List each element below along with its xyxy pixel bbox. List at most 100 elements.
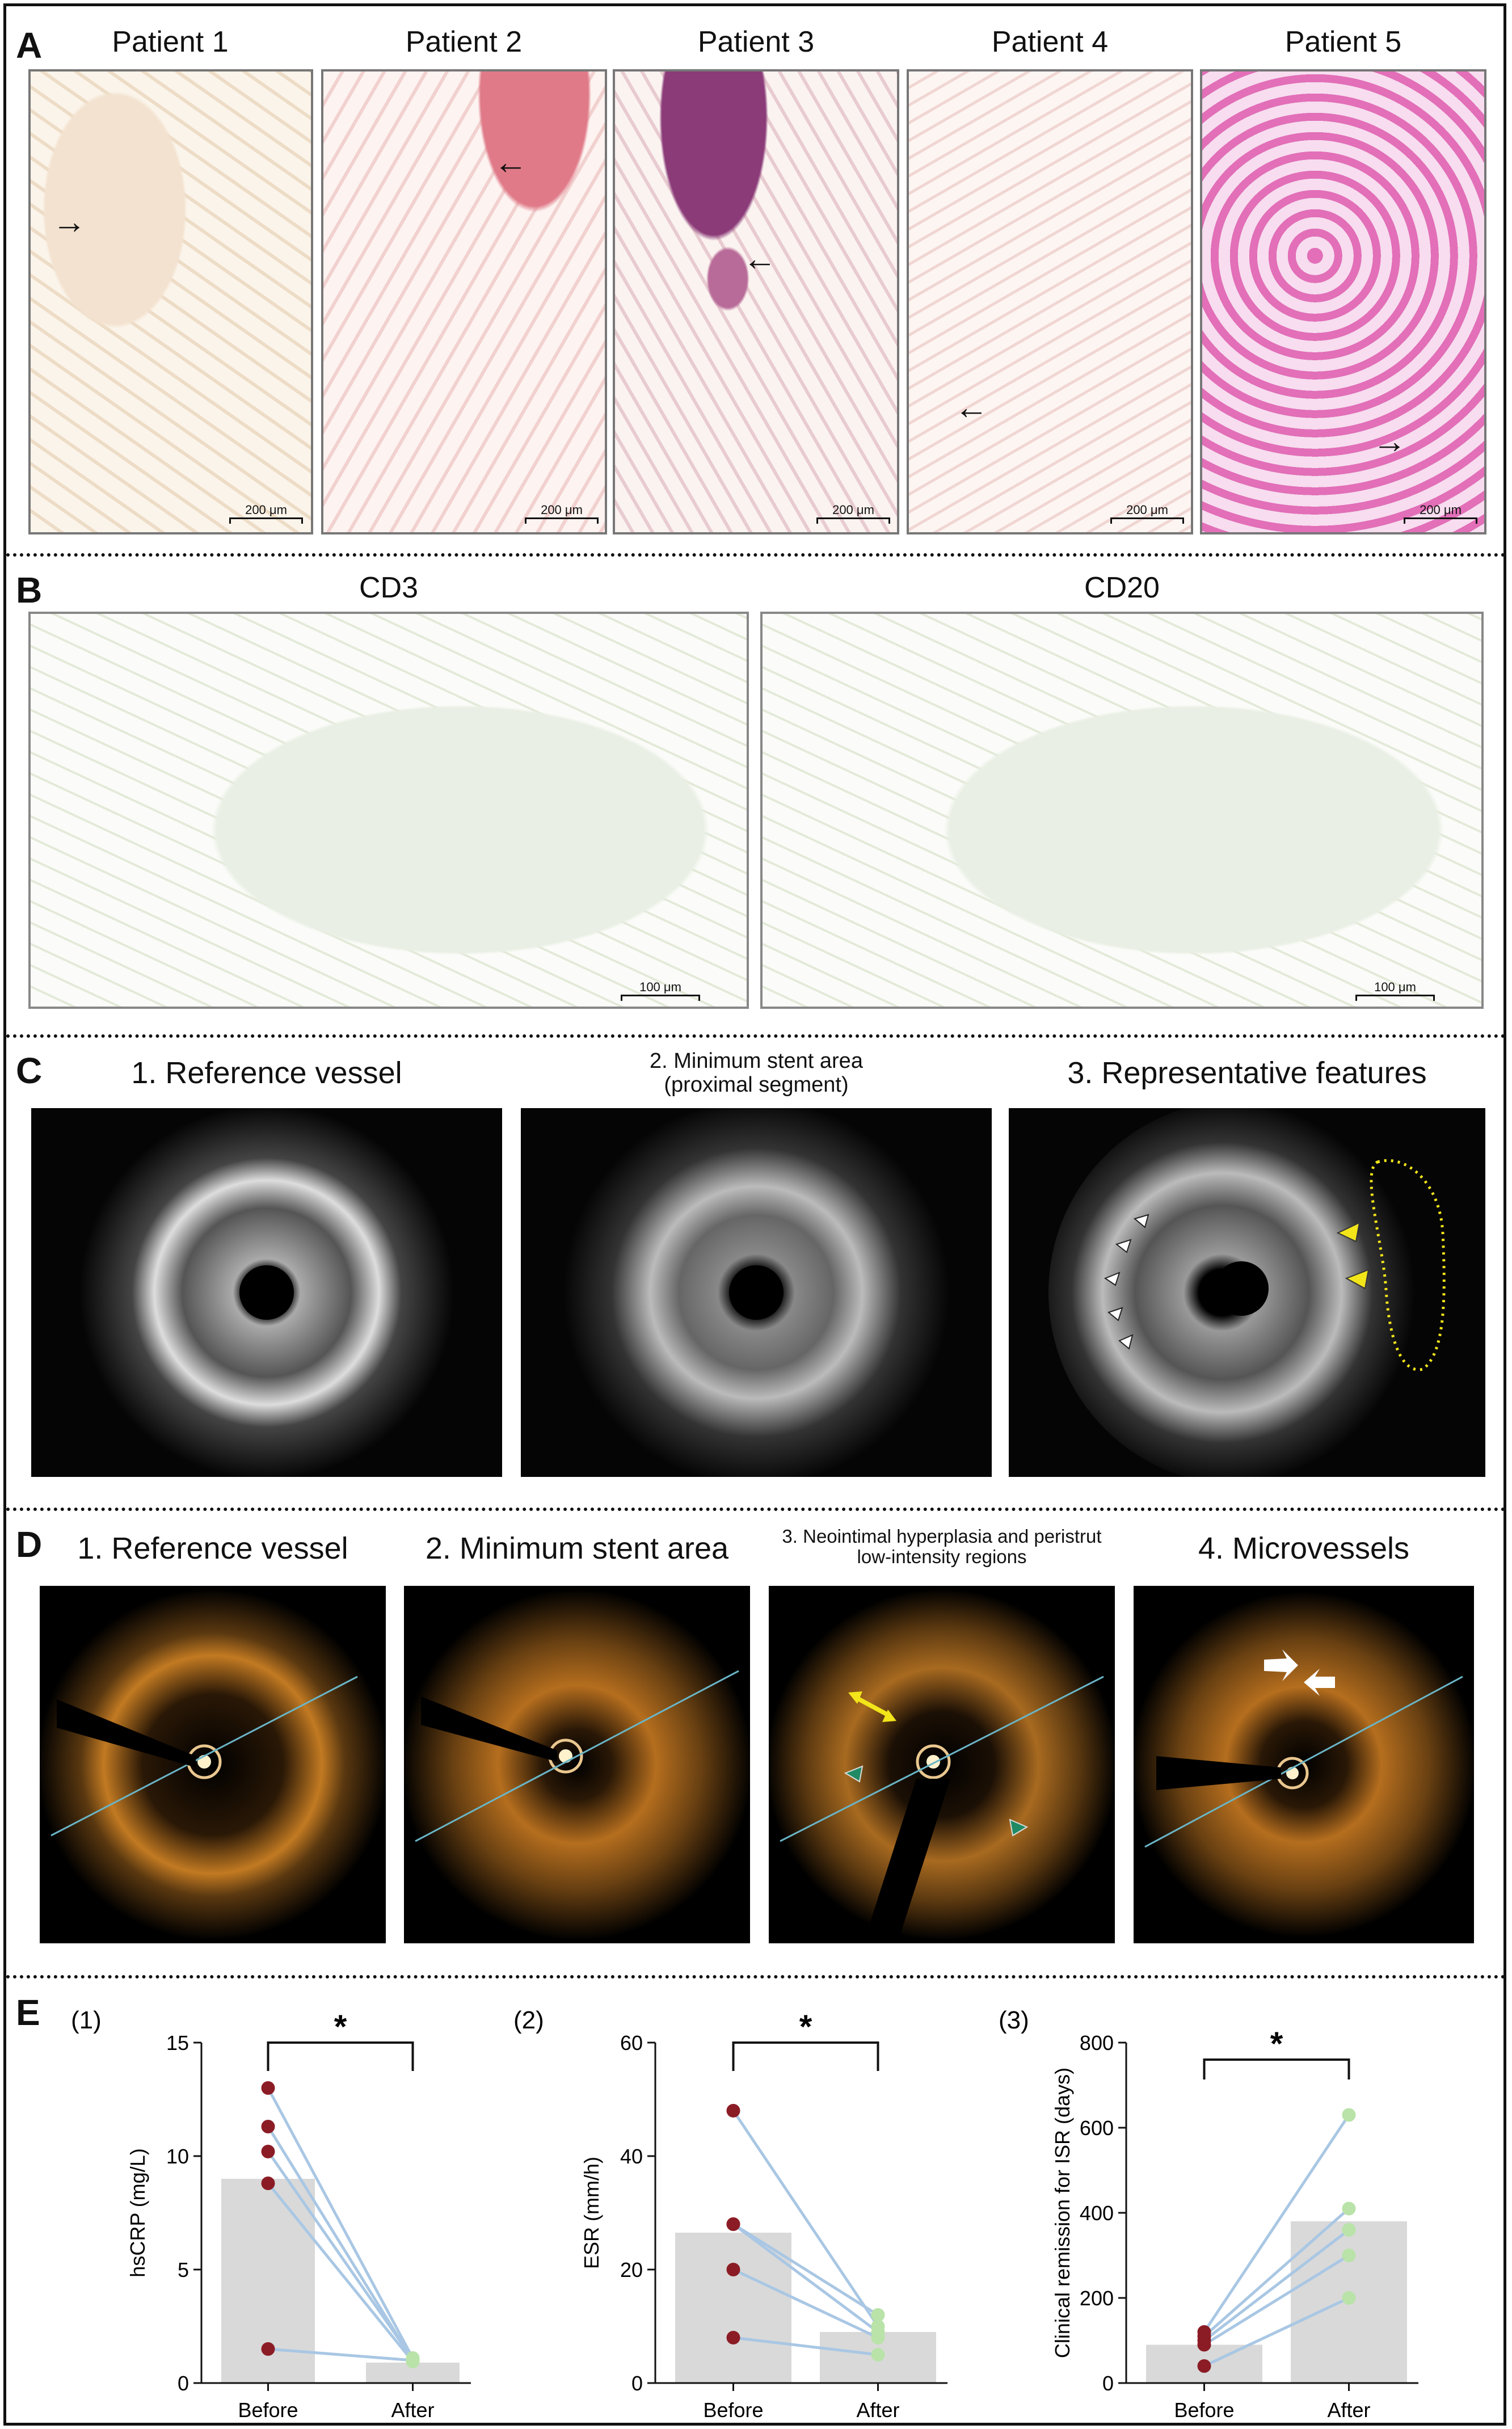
white-arrow	[1304, 1669, 1335, 1696]
panel-a-title-4: Patient 4	[991, 26, 1109, 58]
scale-bar: 200 μm	[816, 503, 890, 524]
scale-bar: 200 μm	[229, 503, 303, 524]
panel-b-letter: B	[16, 570, 43, 611]
y-tick-label: 15	[166, 2031, 189, 2055]
histology-image-patient-2: ← 200 μm	[321, 69, 607, 534]
y-tick-label: 800	[1080, 2031, 1114, 2055]
paired-line	[1203, 2114, 1350, 2333]
significance-bracket	[267, 2041, 414, 2071]
before-point	[261, 2081, 275, 2095]
x-tick-label: After	[1327, 2398, 1370, 2422]
y-tick-label: 40	[620, 2145, 643, 2168]
histology-image-patient-4: ← 200 μm	[907, 69, 1193, 534]
section-divider	[6, 1975, 1506, 1978]
significance-star: *	[799, 2009, 812, 2045]
after-point	[1342, 2201, 1356, 2216]
x-tick-label: Before	[1174, 2398, 1234, 2422]
paired-line	[732, 2222, 879, 2334]
ivus-rings	[79, 1108, 454, 1477]
section-divider	[6, 1508, 1506, 1511]
yellow-arrows	[1336, 1222, 1370, 1290]
panel-a-title-1: Patient 1	[112, 26, 229, 58]
panel-c-title-2: 2. Minimum stent area (proximal segment)	[650, 1049, 863, 1097]
oct-rings	[769, 1589, 1115, 1940]
y-axis-label: Clinical remission for ISR (days)	[1051, 2068, 1074, 2358]
paired-line	[732, 2222, 879, 2317]
ivus-image-representative-features	[1009, 1108, 1485, 1477]
before-point	[261, 2342, 275, 2356]
section-divider	[6, 553, 1506, 557]
after-point	[1342, 2108, 1356, 2122]
panel-c-title-3: 3. Representative features	[1067, 1056, 1427, 1090]
y-tick-label: 20	[620, 2258, 643, 2281]
histology-image-patient-5: → 200 μm	[1200, 69, 1486, 534]
oct-rings	[404, 1589, 750, 1940]
paired-line	[267, 2087, 414, 2359]
panel-d-title-4: 4. Microvessels	[1198, 1531, 1410, 1565]
y-tick-label: 0	[631, 2372, 643, 2395]
arrow-right-icon: →	[52, 203, 86, 241]
section-divider	[6, 1034, 1506, 1038]
x-tick-label: After	[856, 2398, 899, 2422]
paired-line	[1203, 2254, 1350, 2346]
histology-image-patient-1: → 200 μm	[28, 69, 313, 534]
significance-bracket	[1203, 2058, 1350, 2079]
panel-c-title-1: 1. Reference vessel	[131, 1056, 402, 1090]
before-point	[261, 2145, 275, 2158]
panel-d-letter: D	[16, 1524, 43, 1565]
x-tick-label: Before	[238, 2398, 298, 2422]
before-point	[726, 2331, 740, 2344]
before-point	[261, 2120, 275, 2133]
y-tick-label: 5	[178, 2258, 189, 2281]
panel-c-letter: C	[16, 1050, 43, 1091]
panel-b-title-cd3: CD3	[359, 571, 419, 604]
before-point	[726, 2263, 740, 2276]
after-point	[871, 2348, 885, 2361]
paired-line	[267, 2182, 414, 2363]
oct-image-minimum-stent-area	[404, 1586, 750, 1943]
paired-line	[732, 2268, 879, 2339]
after-point	[871, 2308, 885, 2322]
y-tick-label: 400	[1080, 2201, 1114, 2225]
y-axis-label: ESR (mm/h)	[580, 2157, 603, 2269]
oct-rings	[1134, 1592, 1474, 1938]
panel-a-title-3: Patient 3	[697, 26, 815, 58]
paired-line	[1203, 2296, 1350, 2368]
green-arrow	[844, 1765, 864, 1783]
oct-rings	[40, 1589, 386, 1940]
significance-star: *	[334, 2009, 347, 2045]
arrow-left-icon: ←	[743, 239, 777, 277]
x-tick-label: Before	[703, 2398, 763, 2422]
paired-line	[732, 2110, 879, 2327]
panel-e-charts: (1) 0 5 10 15 Before After hsCRP (mg/L) * (2) 0 20 4…	[71, 2006, 1418, 2422]
ihc-image-cd3: 100 μm	[28, 612, 749, 1009]
scale-bar: 100 μm	[1355, 980, 1435, 1001]
ivus-rings	[1048, 1108, 1446, 1477]
before-point	[261, 2177, 275, 2190]
y-tick-label: 200	[1080, 2287, 1114, 2310]
y-axis-label: hsCRP (mg/L)	[126, 2148, 149, 2277]
scale-bar: 100 μm	[621, 980, 700, 1001]
y-tick-label: 60	[620, 2031, 643, 2055]
after-point	[871, 2331, 885, 2344]
arrow-left-icon: ←	[494, 143, 528, 181]
paired-line	[1203, 2229, 1350, 2342]
oct-image-neointimal-hyperplasia	[769, 1586, 1115, 1943]
panel-a-title-2: Patient 2	[405, 26, 523, 58]
oct-image-reference-vessel	[40, 1586, 386, 1943]
white-arrowheads	[1104, 1214, 1149, 1350]
panel-d-title-3: 3. Neointimal hyperplasia and peristrut …	[782, 1526, 1102, 1568]
panel-b-title-cd20: CD20	[1084, 571, 1160, 604]
y-tick-label: 10	[166, 2145, 189, 2168]
panel-d-title-1: 1. Reference vessel	[77, 1531, 348, 1565]
ivus-rings	[563, 1108, 949, 1477]
scale-bar: 200 μm	[1110, 503, 1184, 524]
scale-bar: 200 μm	[525, 503, 599, 524]
histology-image-patient-3: ← 200 μm	[613, 69, 899, 534]
ivus-image-reference-vessel	[31, 1108, 502, 1477]
ihc-image-cd20: 100 μm	[760, 612, 1484, 1009]
paired-line	[267, 2125, 414, 2361]
before-point	[726, 2104, 740, 2118]
paired-line	[1203, 2207, 1350, 2338]
